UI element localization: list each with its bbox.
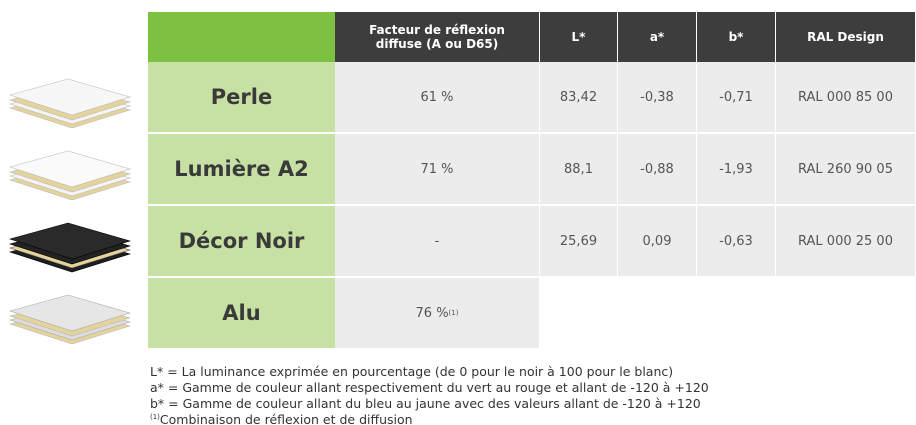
row-name: Alu — [148, 278, 335, 350]
cell-text: -1,93 — [719, 162, 753, 177]
column-header: b* — [697, 12, 776, 62]
cell-text: 76 % — [416, 306, 449, 321]
panel-image-perle — [10, 79, 130, 128]
cell-text: 0,09 — [643, 234, 672, 249]
cell-text: -0,71 — [719, 90, 753, 105]
footnote: a* = Gamme de couleur allant respectivem… — [150, 380, 709, 395]
column-header: Facteur de réflexion diffuse (A ou D65) — [335, 12, 540, 62]
cell-text: RAL 000 25 00 — [798, 234, 893, 249]
cell: 0,09 — [618, 206, 697, 278]
cell: 71 % — [335, 134, 540, 206]
cell-text: RAL 000 85 00 — [798, 90, 893, 105]
cell: -0,38 — [618, 62, 697, 134]
row-name: Décor Noir — [148, 206, 335, 278]
cell: -0,88 — [618, 134, 697, 206]
cell: RAL 260 90 05 — [776, 134, 916, 206]
column-header: RAL Design — [776, 12, 916, 62]
cell: - — [335, 206, 540, 278]
cell-text: RAL 260 90 05 — [798, 162, 893, 177]
cell-text: 83,42 — [560, 90, 597, 105]
cell-text: - — [435, 234, 440, 249]
row-name: Lumière A2 — [148, 134, 335, 206]
footnote-text: Combinaison de réflexion et de diffusion — [160, 412, 413, 425]
cell-text: -0,63 — [719, 234, 753, 249]
cell-text: 61 % — [420, 90, 453, 105]
panel-image-noir — [10, 223, 130, 272]
footnote: b* = Gamme de couleur allant du bleu au … — [150, 396, 701, 411]
cell: -1,93 — [697, 134, 776, 206]
row-name: Perle — [148, 62, 335, 134]
cell-text: -0,88 — [640, 162, 674, 177]
cell: 88,1 — [540, 134, 618, 206]
cell: RAL 000 85 00 — [776, 62, 916, 134]
panel-image-lumiere — [10, 151, 130, 200]
panel-image-alu — [10, 295, 130, 344]
footnote-marker: (1) — [150, 413, 160, 421]
cell: 76 %(1) — [335, 278, 540, 350]
cell: -0,63 — [697, 206, 776, 278]
cell: 25,69 — [540, 206, 618, 278]
header-blank — [148, 12, 335, 62]
note-marker: (1) — [449, 309, 459, 317]
cell: 61 % — [335, 62, 540, 134]
footnote: (1)Combinaison de réflexion et de diffus… — [150, 412, 413, 425]
page: Facteur de réflexion diffuse (A ou D65)L… — [0, 0, 916, 425]
cell-text: 71 % — [420, 162, 453, 177]
cell-text: -0,38 — [640, 90, 674, 105]
column-header: L* — [540, 12, 618, 62]
cell: -0,71 — [697, 62, 776, 134]
panel-images — [0, 0, 140, 360]
cell-text: 88,1 — [564, 162, 593, 177]
column-header: a* — [618, 12, 697, 62]
footnote: L* = La luminance exprimée en pourcentag… — [150, 364, 673, 379]
cell-text: 25,69 — [560, 234, 597, 249]
cell: 83,42 — [540, 62, 618, 134]
cell: RAL 000 25 00 — [776, 206, 916, 278]
